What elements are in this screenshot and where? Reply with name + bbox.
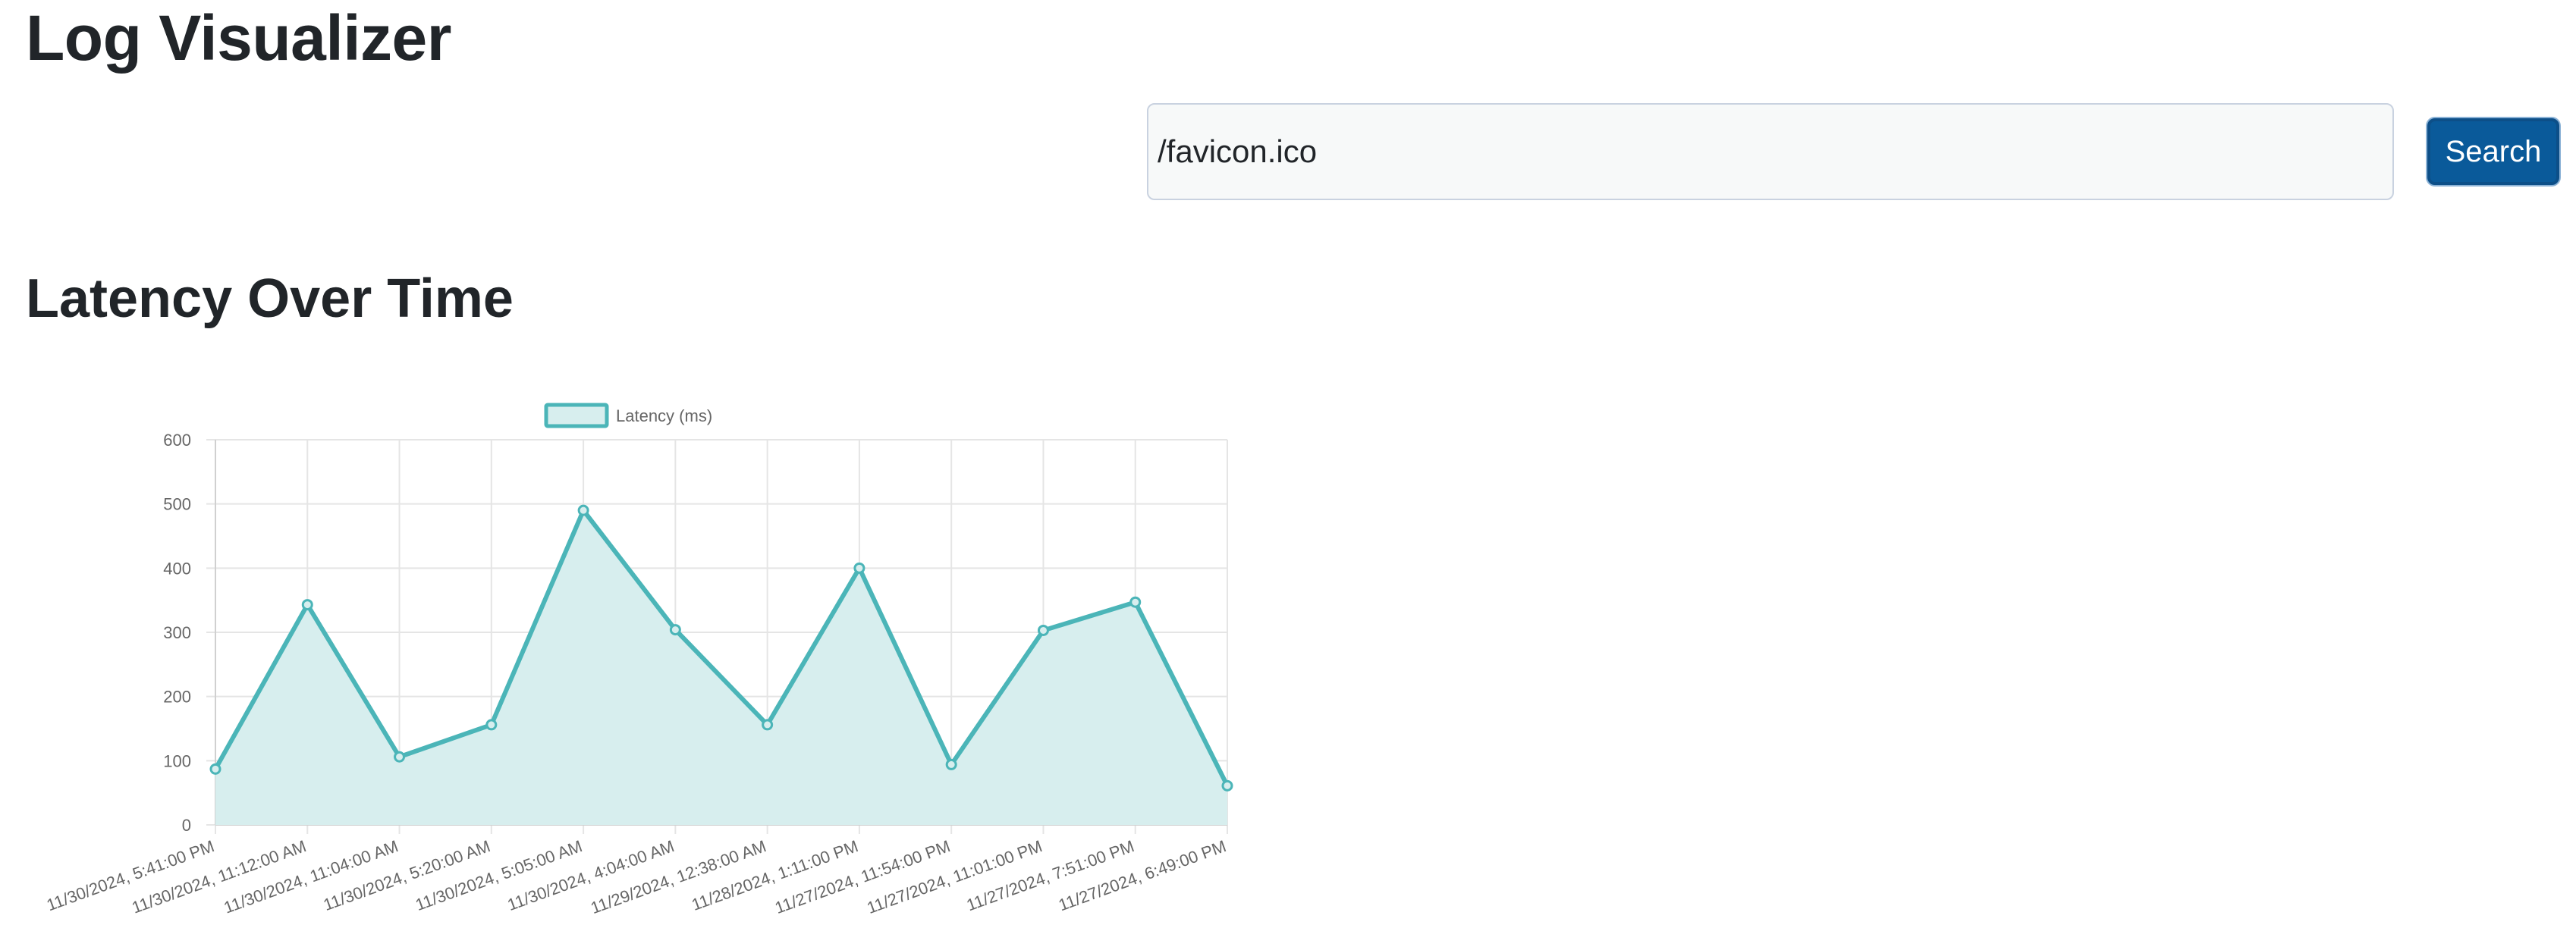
chart-points — [209, 504, 1233, 792]
page-title: Log Visualizer — [26, 2, 451, 74]
legend-label: Latency (ms) — [616, 406, 712, 425]
y-tick-label: 200 — [163, 688, 191, 707]
y-tick-label: 500 — [163, 495, 191, 514]
search-bar: Search — [1147, 103, 2562, 203]
data-point[interactable] — [209, 763, 221, 775]
data-point[interactable] — [301, 599, 313, 611]
data-point[interactable] — [1221, 779, 1233, 792]
search-button[interactable]: Search — [2427, 118, 2559, 185]
section-title: Latency Over Time — [26, 268, 514, 329]
chart-area — [215, 510, 1227, 825]
x-tick-label: 11/30/2024, 5:20:00 AM — [321, 836, 493, 914]
chart-line-layer — [213, 508, 1230, 787]
y-axis-ticks: 0 100 200 300 400 500 600 — [163, 431, 191, 835]
search-input[interactable] — [1147, 103, 2394, 200]
data-point[interactable] — [1129, 596, 1142, 608]
x-tick-label: 11/27/2024, 7:51:00 PM — [964, 836, 1137, 914]
chart-legend: Latency (ms) — [544, 403, 712, 428]
data-point[interactable] — [762, 719, 774, 731]
series-line — [213, 508, 1230, 787]
x-tick-label: 11/30/2024, 5:05:00 AM — [413, 836, 585, 914]
data-point[interactable] — [577, 504, 589, 516]
series-area-fill — [215, 510, 1227, 825]
latency-chart-svg: 0 100 200 300 400 500 600 11/30/2024, 5:41:00 … — [44, 403, 1233, 917]
data-point[interactable] — [853, 562, 865, 574]
data-point[interactable] — [394, 751, 406, 763]
data-point[interactable] — [945, 758, 957, 770]
data-point[interactable] — [1037, 624, 1049, 636]
y-tick-label: 0 — [182, 816, 191, 835]
data-point[interactable] — [669, 624, 681, 636]
y-tick-label: 400 — [163, 559, 191, 578]
legend-swatch — [544, 403, 609, 428]
y-tick-label: 300 — [163, 623, 191, 642]
data-point[interactable] — [485, 719, 498, 731]
y-tick-label: 600 — [163, 431, 191, 450]
x-tick-label: 11/27/2024, 6:49:00 PM — [1056, 836, 1229, 914]
y-tick-label: 100 — [163, 751, 191, 770]
latency-chart: 0 100 200 300 400 500 600 11/30/2024, 5:41:00 … — [0, 379, 1290, 946]
